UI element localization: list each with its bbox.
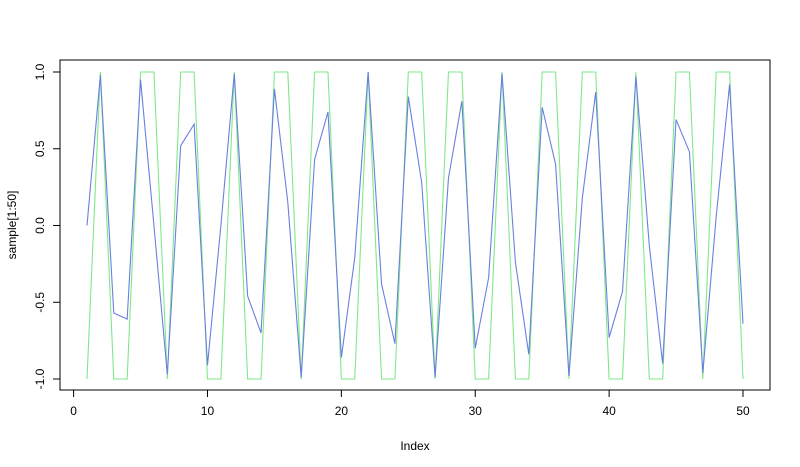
x-axis: 0 10 20 30 40 50 — [70, 389, 750, 418]
x-tick-label: 40 — [602, 404, 616, 418]
series-line-1 — [86, 71, 744, 380]
x-tick-label: 10 — [201, 404, 215, 418]
y-tick-label: 0.0 — [33, 217, 47, 234]
y-tick-label: 1.0 — [33, 63, 47, 80]
y-axis-label: sample[1:50] — [5, 191, 19, 260]
series-layer — [86, 71, 744, 380]
x-tick-label: 30 — [469, 404, 483, 418]
y-axis: -1.0 -0.5 0.0 0.5 1.0 — [33, 63, 61, 389]
y-tick-label: -0.5 — [33, 292, 47, 313]
x-tick-label: 0 — [70, 404, 77, 418]
y-tick-label: 0.5 — [33, 140, 47, 157]
x-tick-label: 20 — [335, 404, 349, 418]
x-tick-label: 50 — [736, 404, 750, 418]
series-line-0 — [86, 71, 744, 378]
x-axis-label: Index — [400, 439, 429, 453]
y-tick-label: -1.0 — [33, 368, 47, 389]
